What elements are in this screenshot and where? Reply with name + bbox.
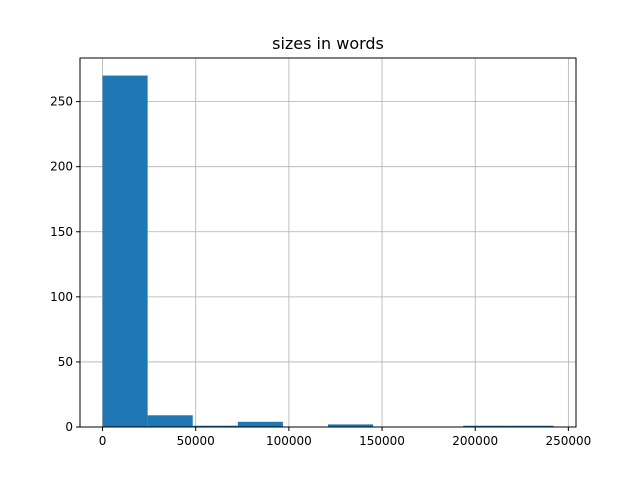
x-tick-label: 50000 [177, 434, 215, 448]
grid [80, 58, 576, 428]
y-tick-label: 150 [50, 225, 73, 239]
x-tick-label: 250000 [545, 434, 591, 448]
y-tick-label: 100 [50, 290, 73, 304]
histogram-bar [463, 425, 509, 427]
x-tick-label: 150000 [359, 434, 405, 448]
y-tick-label: 50 [58, 355, 73, 369]
x-tick-label: 0 [99, 434, 107, 448]
histogram-bar [102, 75, 148, 428]
y-axis: 0 50 100 150 200 250 [50, 95, 80, 434]
histogram-bar [237, 421, 283, 427]
x-tick-label: 200000 [452, 434, 498, 448]
histogram-bar [508, 425, 554, 427]
y-tick-label: 200 [50, 160, 73, 174]
bars [102, 75, 554, 428]
y-tick-label: 250 [50, 95, 73, 109]
axes-frame [79, 57, 577, 428]
histogram-bar [192, 425, 238, 427]
histogram-bar [147, 415, 193, 427]
x-axis: 0 50000 100000 150000 200000 250000 [99, 427, 591, 448]
chart-title: sizes in words [272, 34, 384, 53]
x-tick-label: 100000 [266, 434, 312, 448]
y-tick-label: 0 [65, 420, 73, 434]
histogram-bar [328, 424, 374, 427]
